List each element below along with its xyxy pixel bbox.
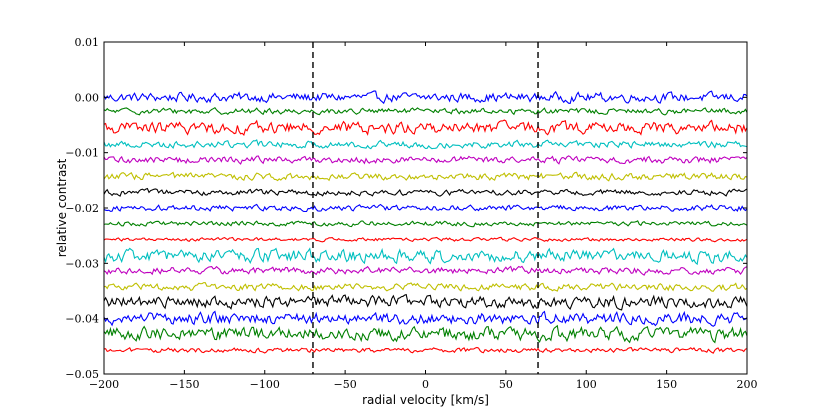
x-tick-label: 100 — [576, 378, 597, 391]
series-line-15 — [104, 310, 747, 327]
x-axis-title: radial velocity [km/s] — [362, 393, 489, 407]
x-tick-label: 0 — [422, 378, 429, 391]
y-tick-label: 0.00 — [75, 91, 100, 104]
x-tick-label: 200 — [737, 378, 758, 391]
y-tick-label: −0.03 — [65, 257, 99, 270]
y-tick-label: 0.01 — [75, 36, 100, 49]
series-line-12 — [104, 265, 747, 276]
x-axis-ticks: −200 −150 −100 −50 0 50 100 150 200 — [89, 42, 758, 391]
y-axis-ticks: 0.01 0.00 −0.01 −0.02 −0.03 −0.04 −0.05 — [65, 36, 747, 381]
x-tick-label: 150 — [656, 378, 677, 391]
series-line-8 — [104, 203, 747, 213]
y-tick-label: −0.01 — [65, 147, 99, 160]
series-line-6 — [104, 171, 747, 182]
x-tick-label: −200 — [89, 378, 119, 391]
x-tick-label: −100 — [250, 378, 280, 391]
series-line-9 — [104, 220, 747, 228]
series-line-4 — [104, 139, 747, 150]
y-axis-title: relative contrast — [55, 158, 69, 257]
y-tick-label: −0.05 — [65, 368, 99, 381]
series-line-17 — [104, 346, 747, 354]
y-tick-label: −0.02 — [65, 202, 99, 215]
series-line-5 — [104, 155, 747, 165]
series-line-2 — [104, 106, 747, 116]
series-line-1 — [104, 90, 747, 105]
series-line-3 — [104, 119, 747, 137]
x-tick-label: −50 — [334, 378, 357, 391]
y-tick-label: −0.04 — [65, 313, 99, 326]
series-line-14 — [104, 293, 747, 311]
reference-lines — [312, 42, 539, 374]
series-line-10 — [104, 236, 747, 243]
series-line-11 — [104, 247, 747, 266]
series-line-16 — [104, 324, 747, 344]
x-tick-label: 50 — [499, 378, 513, 391]
x-tick-label: −150 — [169, 378, 199, 391]
series-line-7 — [104, 187, 747, 197]
series-layer — [104, 90, 747, 354]
series-line-13 — [104, 282, 747, 292]
